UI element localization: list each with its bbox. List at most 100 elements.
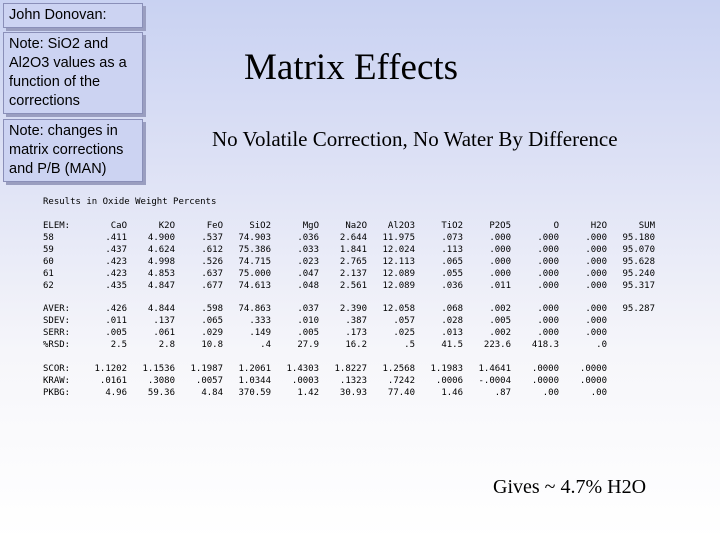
table-cell: .387: [345, 316, 367, 326]
table-data-block: 58 .411 4.900 .537 74.903 .036 2.644 11.975 .073…: [43, 232, 655, 292]
table-cell: .5: [404, 340, 415, 350]
table-cell: 1.1983: [430, 364, 463, 374]
table-cell: .000: [537, 245, 559, 255]
table-row: 60 .423 4.998 .526 74.715 .023 2.765 12.113 .065…: [43, 256, 655, 268]
table-cell: H2O: [590, 221, 607, 231]
table-cell: 75.386: [238, 245, 271, 255]
table-cell: 95.317: [622, 281, 655, 291]
row-label: 61: [43, 269, 54, 279]
table-row: 58 .411 4.900 .537 74.903 .036 2.644 11.975 .073…: [43, 232, 655, 244]
table-cell: -.0004: [478, 376, 511, 386]
table-cell: 2.5: [110, 340, 127, 350]
table-cell: SUM: [638, 221, 655, 231]
table-cell: .000: [489, 245, 511, 255]
table-cell: 4.844: [147, 304, 175, 314]
table-cell: 2.644: [339, 233, 367, 243]
table-cell: .005: [297, 328, 319, 338]
table-cell: .073: [441, 233, 463, 243]
table-cell: .435: [105, 281, 127, 291]
row-label: PKBG:: [43, 388, 71, 398]
table-cell: 223.6: [483, 340, 511, 350]
author-note: John Donovan:: [3, 3, 143, 28]
table-cell: .677: [201, 281, 223, 291]
table-cell: Na2O: [345, 221, 367, 231]
table-cell: O: [553, 221, 559, 231]
table-cell: 75.000: [238, 269, 271, 279]
table-cell: .000: [585, 257, 607, 267]
table-cell: .637: [201, 269, 223, 279]
table-cell: SiO2: [249, 221, 271, 231]
table-cell: .055: [441, 269, 463, 279]
correction-row: SCOR: 1.1202 1.1536 1.1987 1.2061 1.4303 1.822…: [43, 363, 655, 375]
table-cell: 11.975: [382, 233, 415, 243]
table-cell: 74.903: [238, 233, 271, 243]
correction-row: PKBG: 4.96 59.36 4.84 370.59 1.42 30.93 77.40 1.…: [43, 387, 655, 399]
row-label: SCOR:: [43, 364, 71, 374]
table-cell: .0000: [531, 364, 559, 374]
table-row: 59 .437 4.624 .612 75.386 .033 1.841 12.024 .113…: [43, 244, 655, 256]
table-cell: .025: [393, 328, 415, 338]
table-cell: .00: [590, 388, 607, 398]
row-label: %RSD:: [43, 340, 71, 350]
table-cell: .000: [537, 269, 559, 279]
row-label: SDEV:: [43, 316, 71, 326]
table-cell: 74.613: [238, 281, 271, 291]
result-note: Gives ~ 4.7% H2O: [493, 476, 647, 498]
stats-row: SERR: .005 .061 .029 .149 .005 .173 .025 .013 .00…: [43, 327, 655, 339]
row-label: 59: [43, 245, 54, 255]
table-cell: 2.390: [339, 304, 367, 314]
table-cell: .612: [201, 245, 223, 255]
table-cell: .065: [201, 316, 223, 326]
table-cell: 1.4641: [478, 364, 511, 374]
table-cell: .005: [489, 316, 511, 326]
table-cell: 12.089: [382, 269, 415, 279]
table-cell: .065: [441, 257, 463, 267]
table-cell: .000: [537, 304, 559, 314]
table-cell: 4.624: [147, 245, 175, 255]
table-cell: 77.40: [387, 388, 415, 398]
table-cell: .000: [537, 328, 559, 338]
table-cell: .0003: [291, 376, 319, 386]
table-cell: .000: [585, 269, 607, 279]
row-label: ELEM:: [43, 221, 71, 231]
results-heading: Results in Oxide Weight Percents: [43, 197, 217, 207]
column-header-row: ELEM: CaO K2O FeO SiO2 MgO Na2O Al2O3 TiO2 P2O5 O H…: [43, 220, 655, 232]
table-cell: FeO: [206, 221, 223, 231]
table-row: 61 .423 4.853 .637 75.000 .047 2.137 12.089 .055…: [43, 268, 655, 280]
table-cell: .057: [393, 316, 415, 326]
table-cell: 12.024: [382, 245, 415, 255]
table-cell: .137: [153, 316, 175, 326]
table-stats-block: AVER: .426 4.844 .598 74.863 .037 2.390 12.058.…: [43, 303, 655, 351]
table-cell: .000: [585, 328, 607, 338]
correction-row: KRAW: .0161 .3080 .0057 1.0344 .0003 .1323 .724…: [43, 375, 655, 387]
table-cell: .000: [489, 233, 511, 243]
table-cell: 74.863: [238, 304, 271, 314]
author-note-text: John Donovan:: [9, 7, 107, 23]
table-cell: 2.561: [339, 281, 367, 291]
table-cell: 1.8227: [334, 364, 367, 374]
table-cell: .0006: [435, 376, 463, 386]
table-cell: 4.998: [147, 257, 175, 267]
table-cell: .037: [297, 304, 319, 314]
table-cell: CaO: [110, 221, 127, 231]
table-cell: 4.96: [105, 388, 127, 398]
row-label: KRAW:: [43, 376, 71, 386]
table-cell: .000: [489, 257, 511, 267]
table-cell: 2.137: [339, 269, 367, 279]
table-cell: .036: [441, 281, 463, 291]
table-cell: 12.113: [382, 257, 415, 267]
table-cell: 10.8: [201, 340, 223, 350]
table-cell: .010: [297, 316, 319, 326]
table-cell: .0161: [99, 376, 127, 386]
table-cell: .000: [537, 257, 559, 267]
table-cell: 95.180: [622, 233, 655, 243]
table-cell: .423: [105, 269, 127, 279]
table-cell: .0: [596, 340, 607, 350]
table-cell: 95.070: [622, 245, 655, 255]
table-cell: .068: [441, 304, 463, 314]
row-label: 58: [43, 233, 54, 243]
stats-row: %RSD: 2.5 2.8 10.8 .4 27.9 16.2 .5 41.5 223.6 418.…: [43, 339, 655, 351]
table-cell: .002: [489, 328, 511, 338]
table-cell: 95.287: [622, 304, 655, 314]
table-cell: .000: [537, 281, 559, 291]
